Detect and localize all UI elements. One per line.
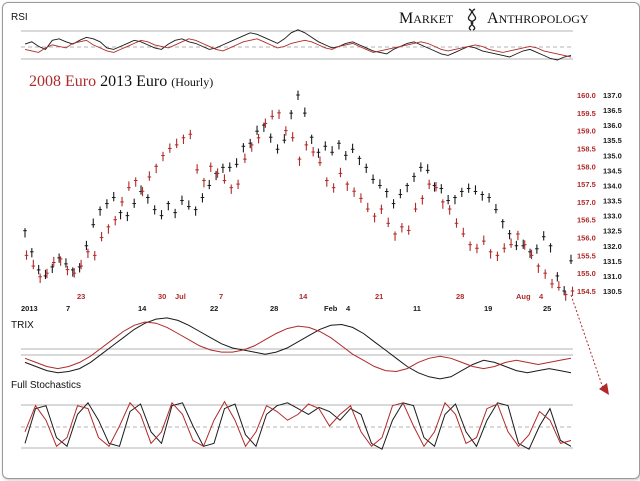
brand-word-1-initial: M xyxy=(399,10,413,27)
y-tick-red: 160.0 xyxy=(577,91,596,100)
rsi-panel xyxy=(21,29,573,61)
stochastics-panel xyxy=(21,400,573,450)
brand-word-1-rest: ARKET xyxy=(413,12,454,26)
x-tick-black: 19 xyxy=(484,304,492,313)
x-tick-red: Aug xyxy=(516,292,531,301)
y-tick-black: 136.0 xyxy=(603,121,622,130)
y-tick-black: 135.5 xyxy=(603,136,622,145)
y-tick-black: 130.5 xyxy=(603,287,622,296)
rsi-label: RSI xyxy=(11,12,28,23)
y-tick-black: 133.5 xyxy=(603,197,622,206)
x-tick-black: Feb xyxy=(324,304,338,313)
x-tick-black: 2013 xyxy=(21,304,38,313)
brand-logo: MARKET ANTHROPOLOGY xyxy=(399,8,589,31)
y-tick-black: 133.0 xyxy=(603,212,622,221)
y-tick-black: 131.5 xyxy=(603,257,622,266)
brand-word-1: MARKET xyxy=(399,10,454,27)
x-tick-red: 23 xyxy=(77,292,85,301)
brand-word-2-rest: NTHROPOLOGY xyxy=(499,12,589,26)
rsi-red-line xyxy=(24,38,572,58)
y-tick-red: 155.5 xyxy=(577,251,596,260)
y-tick-black: 135.0 xyxy=(603,151,622,160)
y-tick-red: 156.5 xyxy=(577,216,596,225)
y-tick-red: 156.0 xyxy=(577,234,596,243)
projection-arrow xyxy=(570,294,609,395)
x-tick-black: 4 xyxy=(346,304,351,313)
stochastics-label: Full Stochastics xyxy=(11,380,81,391)
title-year-2008: 2008 xyxy=(29,73,61,90)
y-tick-red: 158.5 xyxy=(577,144,596,153)
x-tick-red: Jul xyxy=(175,292,186,301)
trix-black-line xyxy=(24,317,572,380)
title-word-red: Euro xyxy=(65,73,96,90)
x-tick-black: 11 xyxy=(413,304,421,313)
title-year-2013: 2013 xyxy=(100,73,132,90)
x-tick-red: 30 xyxy=(158,292,166,301)
y-tick-black: 137.0 xyxy=(603,91,622,100)
x-tick-red: 21 xyxy=(375,292,383,301)
y-tick-black: 134.0 xyxy=(603,181,622,190)
x-tick-black: 14 xyxy=(138,304,147,313)
dna-helix-icon xyxy=(467,8,477,31)
chart-title: 2008 Euro 2013 Euro (Hourly) xyxy=(29,73,213,90)
stochastics-red-line xyxy=(24,400,572,448)
y-axis-red: 160.0 159.5 159.0 158.5 158.0 157.5 157.0 156.5… xyxy=(577,91,596,296)
stochastics-black-line xyxy=(24,401,572,450)
trix-panel xyxy=(21,317,573,380)
y-tick-red: 159.0 xyxy=(577,127,596,136)
x-tick-black: 25 xyxy=(543,304,551,313)
chart-canvas: RSI MARKET ANTHROPOLOGY 2008 Euro 2013 E… xyxy=(11,8,622,450)
x-tick-red: 7 xyxy=(219,292,223,301)
y-tick-red: 158.0 xyxy=(577,162,596,171)
y-tick-red: 159.5 xyxy=(577,109,596,118)
y-tick-red: 157.5 xyxy=(577,180,596,189)
x-axis-red-labels: 23 30 Jul 7 14 21 28 Aug 4 xyxy=(77,292,544,301)
x-tick-black: 22 xyxy=(210,304,218,313)
x-tick-black: 28 xyxy=(270,304,278,313)
brand-word-2-initial: A xyxy=(487,10,499,27)
y-tick-black: 134.5 xyxy=(603,166,622,175)
x-tick-red: 14 xyxy=(299,292,308,301)
y-tick-red: 155.0 xyxy=(577,269,596,278)
y-tick-red: 154.5 xyxy=(577,287,596,296)
y-tick-red: 157.0 xyxy=(577,198,596,207)
title-suffix: (Hourly) xyxy=(171,75,213,89)
y-tick-black: 132.0 xyxy=(603,242,622,251)
x-tick-black: 7 xyxy=(66,304,70,313)
x-axis-black-labels: 2013 7 14 22 28 Feb 4 11 19 25 xyxy=(21,304,551,313)
trix-label: TRIX xyxy=(11,320,34,331)
price-panel xyxy=(23,90,575,301)
title-word-black: Euro xyxy=(136,73,167,90)
x-tick-red: 4 xyxy=(539,292,544,301)
y-tick-black: 136.5 xyxy=(603,106,622,115)
rsi-black-line xyxy=(24,29,572,61)
y-tick-black: 132.5 xyxy=(603,227,622,236)
x-tick-red: 28 xyxy=(456,292,464,301)
brand-word-2: ANTHROPOLOGY xyxy=(487,10,589,27)
trix-red-line xyxy=(24,321,572,373)
y-axis-black: 137.0 136.5 136.0 135.5 135.0 134.5 134.0 133.5… xyxy=(603,91,622,296)
y-tick-black: 131.0 xyxy=(603,272,622,281)
